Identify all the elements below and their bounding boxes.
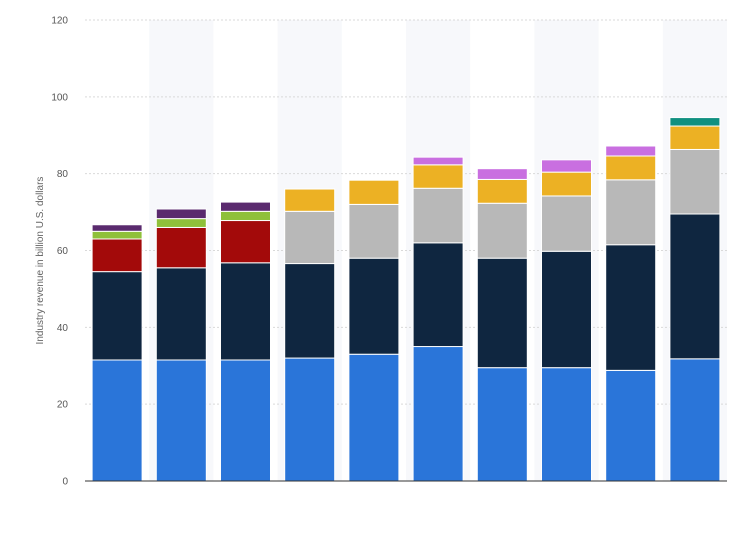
bar-segment[interactable]	[155, 226, 207, 269]
bar-segment[interactable]	[155, 218, 207, 228]
bars	[91, 117, 721, 482]
bar-segment[interactable]	[541, 195, 592, 252]
bar-segment[interactable]	[605, 244, 657, 371]
y-axis-title: Industry revenue in billion U.S. dollars	[35, 177, 46, 345]
bar-segment[interactable]	[605, 179, 657, 246]
bar-segment[interactable]	[155, 267, 207, 361]
bar-segment[interactable]	[220, 201, 271, 212]
bar-segment[interactable]	[284, 263, 336, 359]
y-tick-label: 60	[57, 246, 69, 257]
bar-segment[interactable]	[348, 179, 400, 205]
bar-segment[interactable]	[91, 271, 143, 361]
bar-segment[interactable]	[541, 171, 592, 197]
bar-segment[interactable]	[669, 117, 721, 127]
bar-segment[interactable]	[91, 224, 143, 232]
bar-segment[interactable]	[220, 220, 271, 264]
y-tick-label: 100	[51, 92, 68, 103]
bar-segment[interactable]	[412, 164, 464, 189]
bar-segment[interactable]	[541, 367, 592, 482]
bar-segment[interactable]	[220, 262, 271, 361]
bar-segment[interactable]	[476, 178, 528, 204]
bar-segment[interactable]	[284, 357, 336, 482]
bar-segment[interactable]	[284, 210, 336, 265]
y-tick-label: 0	[62, 477, 68, 488]
bar-segment[interactable]	[412, 346, 464, 482]
bar-segment[interactable]	[348, 257, 400, 355]
gridlines	[85, 19, 727, 405]
bar-segment[interactable]	[220, 210, 271, 222]
y-tick-label: 120	[51, 16, 68, 27]
bar-segment[interactable]	[669, 148, 721, 215]
bar-segment[interactable]	[348, 353, 400, 482]
y-tick-label: 20	[57, 400, 69, 411]
bar-segment[interactable]	[155, 208, 207, 220]
bar-segment[interactable]	[605, 145, 657, 157]
y-axis-ticks: 0 20 40 60 80 100 120	[51, 16, 68, 488]
bar-segment[interactable]	[155, 359, 207, 482]
bar-segment[interactable]	[91, 359, 143, 482]
bar-segment[interactable]	[605, 369, 657, 482]
bar-segment[interactable]	[284, 188, 336, 212]
bar-segment[interactable]	[91, 238, 143, 273]
bar-segment[interactable]	[348, 203, 400, 259]
bar-segment[interactable]	[669, 358, 721, 482]
y-tick-label: 80	[57, 169, 69, 180]
bar-segment[interactable]	[412, 242, 464, 348]
bar-segment[interactable]	[605, 155, 657, 181]
bar-segment[interactable]	[412, 187, 464, 244]
bar-segment[interactable]	[669, 125, 721, 150]
bar-segment[interactable]	[476, 168, 528, 180]
bar-segment[interactable]	[91, 230, 143, 240]
bar-segment[interactable]	[669, 213, 721, 360]
bar-segment[interactable]	[412, 156, 464, 166]
bar-segment[interactable]	[220, 359, 271, 482]
y-tick-label: 40	[57, 323, 69, 334]
bar-segment[interactable]	[476, 202, 528, 259]
bar-segment[interactable]	[541, 159, 592, 173]
bar-segment[interactable]	[541, 250, 592, 369]
bar-segment[interactable]	[476, 367, 528, 482]
bar-segment[interactable]	[476, 257, 528, 369]
